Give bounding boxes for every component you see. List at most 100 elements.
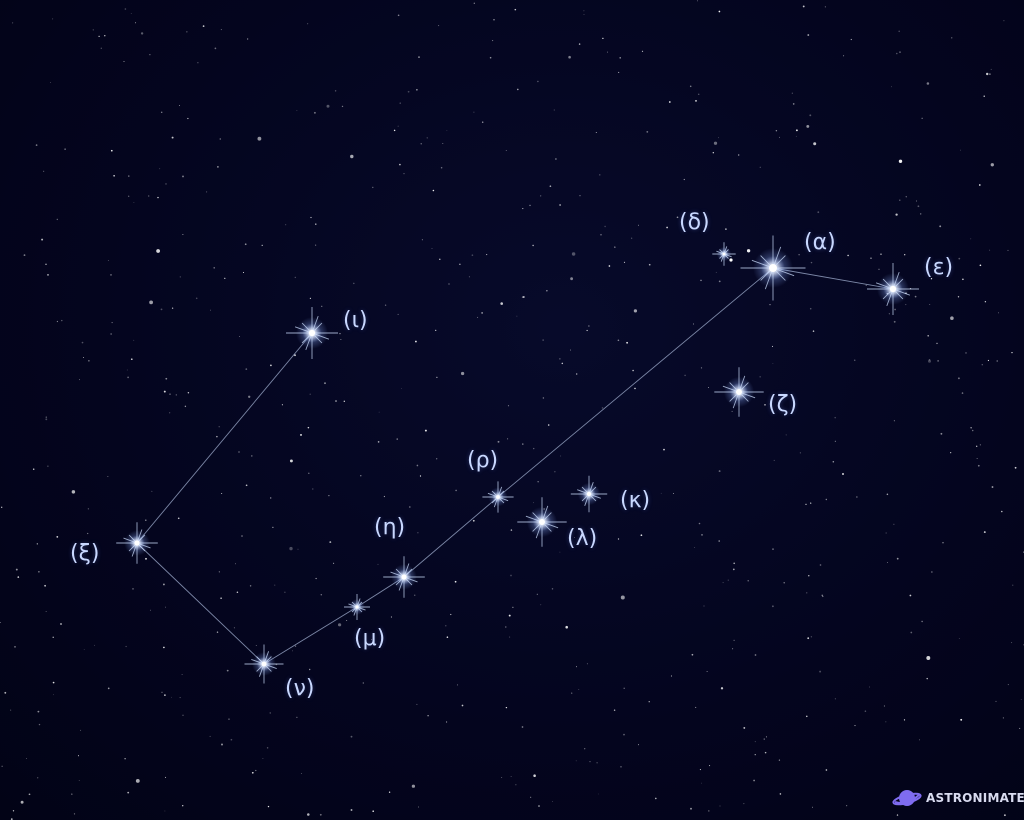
background-star — [47, 274, 49, 276]
background-star — [522, 208, 524, 210]
background-star — [530, 796, 532, 798]
background-star — [221, 743, 223, 746]
background-star — [547, 424, 550, 426]
background-star — [568, 55, 571, 59]
background-star — [56, 218, 58, 221]
background-star — [334, 90, 337, 92]
background-star — [965, 352, 967, 354]
background-star — [821, 594, 823, 596]
background-star — [501, 776, 503, 778]
background-star — [107, 476, 109, 477]
background-star — [324, 382, 326, 385]
background-star — [341, 105, 344, 108]
background-star — [806, 124, 810, 128]
background-star — [1, 765, 3, 767]
background-star — [578, 689, 580, 690]
background-star — [171, 136, 174, 139]
background-star — [163, 646, 165, 649]
background-star — [289, 546, 293, 551]
background-star — [722, 582, 724, 584]
background-star — [583, 14, 585, 15]
star-rho — [482, 481, 514, 513]
background-star — [473, 111, 475, 113]
background-star — [666, 226, 668, 229]
background-star — [446, 636, 449, 638]
background-star — [251, 455, 253, 457]
background-star — [71, 793, 73, 795]
background-star — [125, 645, 127, 648]
background-star — [10, 709, 12, 711]
background-star — [132, 588, 134, 590]
background-star — [810, 636, 813, 638]
background-star — [100, 47, 102, 49]
background-star — [579, 195, 581, 197]
constellation-lines — [136, 267, 894, 665]
background-star — [439, 258, 441, 261]
background-star — [220, 597, 222, 600]
background-star — [799, 452, 801, 454]
background-star — [834, 440, 836, 442]
background-star — [926, 656, 931, 660]
background-star — [416, 703, 418, 705]
background-star — [414, 340, 417, 343]
background-star — [510, 776, 512, 778]
background-star — [179, 105, 181, 107]
background-star — [554, 471, 556, 473]
background-star — [397, 313, 399, 315]
star-label-xi: (ξ) — [70, 541, 100, 566]
star-xi — [116, 522, 158, 564]
background-star — [700, 367, 703, 369]
background-star — [648, 701, 650, 703]
background-star — [128, 175, 130, 177]
background-star — [219, 138, 221, 140]
background-star — [169, 412, 171, 414]
background-star — [182, 234, 184, 236]
background-star — [905, 196, 907, 198]
background-star — [819, 564, 822, 566]
background-star — [163, 390, 166, 393]
background-star — [648, 263, 651, 266]
background-star — [338, 623, 342, 627]
background-star — [819, 670, 822, 673]
background-star — [1, 506, 3, 508]
background-star — [942, 542, 944, 544]
background-star — [505, 150, 507, 152]
background-star — [127, 791, 130, 794]
background-star — [733, 639, 735, 642]
background-star — [978, 184, 981, 186]
background-star — [931, 571, 933, 573]
background-star — [571, 252, 576, 256]
background-star — [124, 8, 127, 10]
background-star — [893, 523, 895, 525]
star-epsilon — [867, 263, 919, 315]
constellation-line-iota-xi — [136, 332, 313, 544]
background-star — [82, 356, 84, 358]
background-star — [383, 495, 385, 498]
background-star — [300, 433, 302, 436]
background-star — [52, 18, 54, 20]
background-star — [532, 244, 534, 247]
background-star — [870, 257, 872, 259]
background-star — [315, 244, 317, 246]
background-star — [12, 810, 15, 812]
background-star — [182, 714, 184, 716]
background-star — [930, 278, 933, 280]
background-star — [1003, 20, 1005, 22]
background-star — [218, 426, 220, 428]
background-star — [795, 129, 798, 132]
background-star — [718, 10, 721, 13]
background-star — [743, 726, 746, 729]
background-star — [575, 760, 577, 762]
star-alpha — [740, 235, 806, 301]
background-star — [950, 452, 952, 454]
background-star — [45, 263, 47, 265]
background-star — [135, 22, 137, 24]
background-star — [272, 526, 274, 529]
background-star — [372, 810, 375, 812]
background-star — [73, 813, 76, 815]
background-star — [510, 529, 513, 531]
background-star — [123, 61, 125, 63]
background-star — [514, 8, 517, 11]
background-star — [350, 735, 353, 738]
background-star — [854, 725, 856, 727]
